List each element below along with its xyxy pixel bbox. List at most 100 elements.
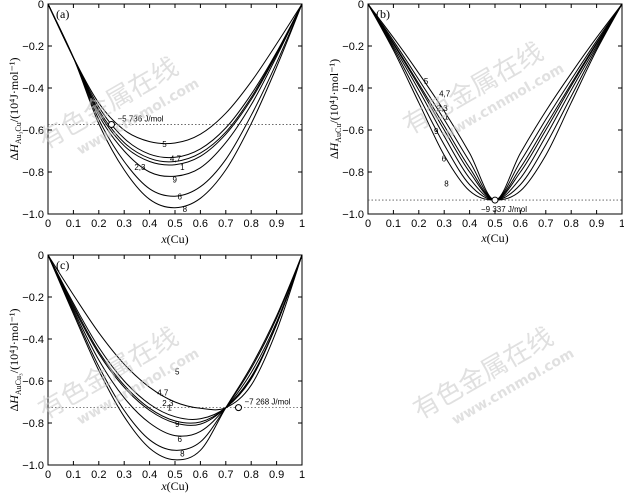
panel-label: (b) bbox=[376, 7, 390, 21]
series-label: 6 bbox=[442, 155, 447, 164]
y-tick-label: −0.4 bbox=[22, 83, 44, 95]
x-tick-label: 0.1 bbox=[66, 469, 81, 481]
series-label: 8 bbox=[180, 450, 185, 459]
series-label: 4,7 bbox=[439, 89, 451, 98]
reference-label: −7 268 J/mol bbox=[245, 398, 291, 407]
y-tick-label: −0.4 bbox=[22, 334, 44, 346]
y-tick-label: 0 bbox=[38, 250, 44, 262]
reference-label: −9 337 J/mol bbox=[481, 205, 527, 214]
series-curve-8 bbox=[47, 3, 303, 209]
series-label: 2,3 bbox=[162, 399, 174, 408]
series-label: 4,7 bbox=[157, 389, 169, 398]
y-tick-label: −0.2 bbox=[22, 292, 44, 304]
reference-point bbox=[491, 196, 499, 204]
series-label: 8 bbox=[183, 205, 188, 214]
x-tick-label: 0.6 bbox=[513, 218, 528, 230]
y-tick-label: −0.6 bbox=[22, 376, 44, 388]
x-tick-label: 0.6 bbox=[193, 469, 208, 481]
x-tick-label: 0.7 bbox=[218, 469, 233, 481]
y-tick-label: −0.4 bbox=[342, 83, 364, 95]
x-tick-label: 0.3 bbox=[437, 218, 452, 230]
panel-label: (c) bbox=[56, 258, 69, 272]
y-tick-label: −0.2 bbox=[22, 41, 44, 53]
x-tick-label: 0.6 bbox=[193, 218, 208, 230]
panel-b: 0 0.1 0.2 0.3 0.4 0.5 0.6 0.7 0.8 0.9 1 0 −0.2 −0.4 −0… bbox=[327, 0, 624, 245]
x-tick-label: 0.4 bbox=[142, 469, 157, 481]
x-tick-label: 0.9 bbox=[269, 469, 284, 481]
series-label: 2,3 bbox=[134, 163, 146, 172]
x-tick-label: 0 bbox=[365, 218, 371, 230]
x-tick-label: 0.1 bbox=[386, 218, 401, 230]
x-tick-label: 0.2 bbox=[91, 218, 106, 230]
x-tick-label: 0.1 bbox=[66, 218, 81, 230]
y-tick-label: −0.8 bbox=[342, 167, 364, 179]
series-curve-6 bbox=[47, 254, 303, 451]
series-label: 6 bbox=[178, 435, 183, 444]
panel-label: (a) bbox=[56, 7, 69, 21]
series-label: 5 bbox=[162, 140, 167, 149]
series-curve-4-7 bbox=[47, 3, 303, 159]
series-label: 5 bbox=[175, 368, 180, 377]
x-tick-label: 0.2 bbox=[411, 218, 426, 230]
x-tick-label: 1 bbox=[299, 218, 305, 230]
y-tick-label: −1.0 bbox=[22, 209, 44, 221]
x-tick-label: 0.5 bbox=[487, 218, 502, 230]
series-curve-9 bbox=[47, 3, 303, 177]
x-tick-label: 0.8 bbox=[564, 218, 579, 230]
x-tick-label: 0.4 bbox=[142, 218, 157, 230]
x-tick-label: 0.3 bbox=[117, 218, 132, 230]
y-tick-label: 0 bbox=[358, 0, 364, 11]
x-tick-label: 0.7 bbox=[218, 218, 233, 230]
x-tick-label: 0.9 bbox=[589, 218, 604, 230]
series-label: 1 bbox=[167, 403, 172, 412]
series-curve-2-3 bbox=[47, 3, 303, 163]
y-tick-label: 0 bbox=[38, 0, 44, 11]
x-tick-label: 0.2 bbox=[91, 469, 106, 481]
series-curve-5 bbox=[47, 254, 303, 411]
series-label: 4,7 bbox=[170, 155, 182, 164]
series-curve-6 bbox=[47, 3, 303, 197]
y-tick-label: −0.8 bbox=[22, 167, 44, 179]
series-label: 1 bbox=[444, 113, 449, 122]
x-axis-label: x(Cu) bbox=[160, 479, 188, 493]
reference-label: −5 736 J/mol bbox=[118, 114, 164, 123]
series-curve-1 bbox=[47, 254, 303, 426]
x-tick-label: 0.5 bbox=[167, 469, 182, 481]
x-axis-label: x(Cu) bbox=[480, 231, 508, 245]
panel-c: 0 0.1 0.2 0.3 0.4 0.5 0.6 0.7 0.8 0.9 1 0 −0.2 −0.4 −0… bbox=[7, 250, 305, 493]
y-tick-label: −0.8 bbox=[22, 418, 44, 430]
series-curve-9 bbox=[47, 254, 303, 437]
y-tick-label: −0.2 bbox=[342, 41, 364, 53]
series-curve-1 bbox=[47, 3, 303, 166]
series-label: 2,3 bbox=[437, 104, 449, 113]
x-tick-label: 0.3 bbox=[117, 469, 132, 481]
x-tick-label: 0.5 bbox=[167, 218, 182, 230]
series-curve-5 bbox=[47, 3, 303, 145]
x-tick-label: 1 bbox=[299, 469, 305, 481]
y-tick-label: −1.0 bbox=[22, 460, 44, 472]
y-axis-label: ΔHAu₃Cu/(10⁴J·mol⁻¹) bbox=[7, 57, 23, 160]
y-axis-label: ΔHAuCu/(10⁴J·mol⁻¹) bbox=[327, 59, 343, 159]
x-axis-label: x(Cu) bbox=[160, 232, 188, 246]
x-tick-label: 0.8 bbox=[244, 218, 259, 230]
y-tick-label: −1.0 bbox=[342, 209, 364, 221]
series-label: 6 bbox=[178, 192, 183, 201]
series-curve-8 bbox=[47, 254, 303, 461]
x-tick-label: 0.8 bbox=[244, 469, 259, 481]
x-tick-label: 0.7 bbox=[538, 218, 553, 230]
x-tick-label: 1 bbox=[619, 218, 624, 230]
panel-a: 0 0.1 0.2 0.3 0.4 0.5 0.6 0.7 0.8 0.9 1 0 −0.2 −0.4 −0… bbox=[7, 0, 305, 246]
y-tick-label: −0.6 bbox=[22, 125, 44, 137]
reference-point bbox=[108, 120, 115, 128]
x-tick-label: 0.4 bbox=[462, 218, 477, 230]
y-axis-label: ΔHAuCu₃/(10⁴J·mol⁻¹) bbox=[7, 308, 23, 411]
series-label: 9 bbox=[175, 420, 180, 429]
series-label: 5 bbox=[424, 77, 429, 86]
reference-point bbox=[235, 404, 242, 412]
series-label: 8 bbox=[444, 180, 449, 189]
x-tick-label: 0.9 bbox=[269, 218, 284, 230]
x-tick-label: 0 bbox=[45, 469, 51, 481]
series-label: 1 bbox=[180, 163, 185, 172]
